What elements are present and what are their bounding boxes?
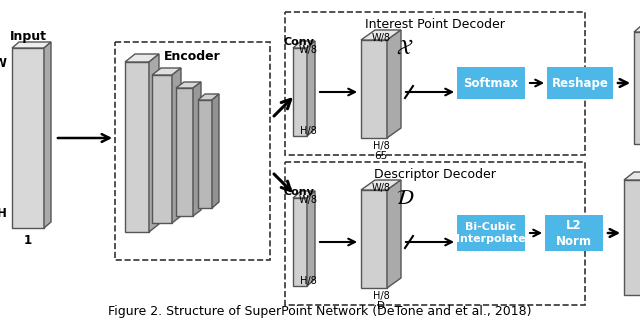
Polygon shape [361,180,401,190]
Polygon shape [198,100,212,208]
Text: W/8: W/8 [371,33,390,43]
Text: W/8: W/8 [298,45,317,55]
Polygon shape [307,191,315,286]
Polygon shape [125,54,159,62]
Polygon shape [12,42,51,48]
Polygon shape [387,180,401,288]
Polygon shape [634,25,640,32]
Polygon shape [198,94,219,100]
Text: D: D [377,301,385,311]
Text: H/8: H/8 [300,276,316,286]
Bar [285,162,585,305]
Bar [457,67,525,99]
Text: $\mathcal{X}$: $\mathcal{X}$ [396,38,413,58]
Polygon shape [293,48,307,136]
Text: H/8: H/8 [300,126,316,136]
Text: Figure 2. Structure of SuperPoint Network (DeTone and et al., 2018): Figure 2. Structure of SuperPoint Networ… [108,306,532,318]
Polygon shape [307,41,315,136]
Text: Softmax: Softmax [463,77,518,90]
Text: Encoder: Encoder [164,50,221,62]
Polygon shape [176,82,201,88]
Polygon shape [152,68,181,75]
Polygon shape [387,30,401,138]
Polygon shape [193,82,201,216]
Polygon shape [634,32,640,144]
Bar [457,215,525,251]
Polygon shape [293,198,307,286]
Text: W/8: W/8 [371,183,390,193]
Text: Descriptor Decoder: Descriptor Decoder [374,167,496,181]
Polygon shape [361,190,387,288]
Polygon shape [212,94,219,208]
Text: H/8: H/8 [372,141,389,151]
Polygon shape [361,40,387,138]
Polygon shape [624,180,640,295]
Polygon shape [152,75,172,223]
Polygon shape [624,172,640,180]
Bar [115,42,270,260]
Polygon shape [293,191,315,198]
Text: 1: 1 [24,233,32,247]
Text: 65: 65 [374,151,388,161]
Polygon shape [12,48,44,228]
Text: Input: Input [10,30,47,43]
Polygon shape [293,41,315,48]
Polygon shape [172,68,181,223]
Text: L2
Norm: L2 Norm [556,219,592,248]
Polygon shape [361,30,401,40]
Text: Reshape: Reshape [552,77,609,90]
Text: W/8: W/8 [298,195,317,205]
Text: Bi-Cubic
Interpolate: Bi-Cubic Interpolate [456,222,526,244]
Text: Conv: Conv [284,187,314,197]
Text: H/8: H/8 [372,291,389,301]
Text: H: H [0,206,7,220]
Polygon shape [125,62,149,232]
Polygon shape [44,42,51,228]
Bar [547,67,613,99]
Text: Conv: Conv [284,37,314,47]
Text: W: W [0,56,7,70]
Bar [285,12,585,155]
Text: Interest Point Decoder: Interest Point Decoder [365,17,505,31]
Polygon shape [176,88,193,216]
Bar [545,215,603,251]
Text: $\mathcal{D}$: $\mathcal{D}$ [396,188,414,208]
Polygon shape [149,54,159,232]
